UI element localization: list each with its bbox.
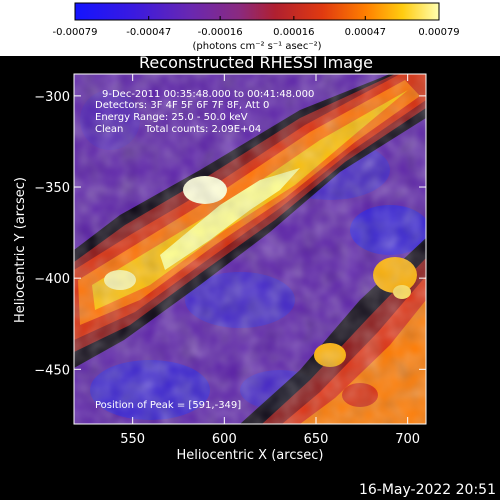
time-range-annotation: 9-Dec-2011 00:35:48.000 to 00:41:48.000 (102, 89, 314, 100)
x-axis: 550 600 650 700 (120, 74, 420, 447)
heatmap-image (74, 74, 426, 424)
colorbar-tick-label: -0.00079 (53, 27, 98, 38)
y-tick-label: −350 (34, 181, 70, 196)
peak-position-annotation: Position of Peak = [591,-349] (95, 400, 241, 411)
colorbar-tick-marks (74, 16, 440, 20)
energy-range-annotation: Energy Range: 25.0 - 50.0 keV (95, 112, 248, 123)
x-axis-label: Heliocentric X (arcsec) (177, 448, 324, 463)
y-axis: −300 −350 −400 −450 (34, 90, 426, 378)
y-axis-label: Heliocentric Y (arcsec) (13, 177, 28, 323)
colorbar (74, 2, 440, 21)
detectors-annotation: Detectors: 3F 4F 5F 6F 7F 8F, Att 0 (95, 100, 269, 111)
clean-annotation: Clean (95, 124, 123, 135)
colorbar-tick-labels: -0.00079 -0.00047 -0.00016 0.00016 0.00047 0.… (53, 27, 460, 38)
y-tick-label: −450 (34, 363, 70, 378)
colorbar-tick-label: 0.00079 (418, 27, 459, 38)
colorbar-tick-label: -0.00047 (126, 27, 171, 38)
plot-frame (73, 73, 427, 425)
total-counts-annotation: Total counts: 2.09E+04 (144, 124, 261, 135)
y-tick-label: −400 (34, 272, 70, 287)
x-tick-label: 600 (212, 432, 237, 447)
colorbar-tick-label: -0.00016 (198, 27, 243, 38)
colorbar-tick-label: 0.00016 (273, 27, 314, 38)
y-tick-label: −300 (34, 90, 70, 105)
colorbar-tick-label: 0.00047 (345, 27, 386, 38)
x-tick-label: 650 (304, 432, 329, 447)
timestamp: 16-May-2022 20:51 (359, 482, 496, 498)
x-tick-label: 700 (395, 432, 420, 447)
colorbar-unit-label: (photons cm⁻² s⁻¹ asec⁻²) (192, 41, 321, 52)
x-tick-label: 550 (120, 432, 145, 447)
chart-title: Reconstructed RHESSI Image (139, 53, 373, 72)
